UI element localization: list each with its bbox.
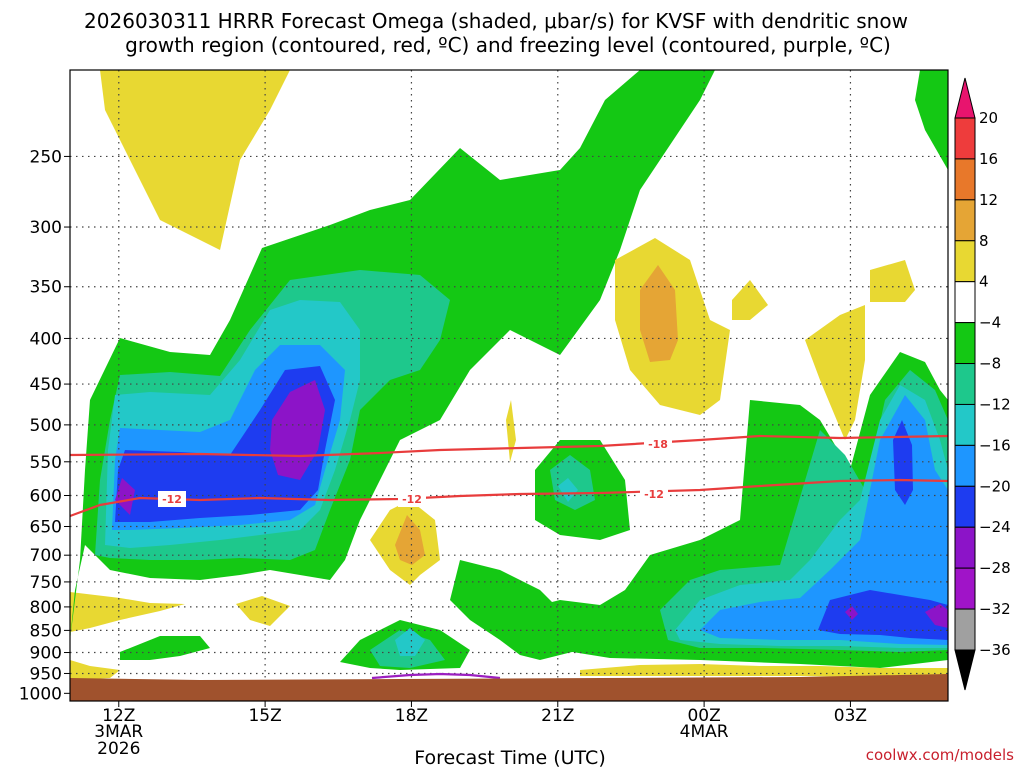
colorbar-tick-label: 12 xyxy=(979,191,998,209)
colorbar-swatch xyxy=(954,117,976,160)
y-tick-label: 950 xyxy=(30,664,62,684)
omega-region-positive-8 xyxy=(395,515,425,565)
colorbar-tick-label: 20 xyxy=(979,109,998,127)
colorbar-tick-label: −16 xyxy=(979,436,1011,454)
y-tick-label: 350 xyxy=(30,278,62,298)
y-tick-label: 450 xyxy=(30,375,62,395)
colorbar-tick-label: 4 xyxy=(979,273,989,291)
colorbar-tick-label: 8 xyxy=(979,232,989,250)
colorbar-swatch xyxy=(954,608,976,651)
omega-region-negative-24 xyxy=(925,604,948,628)
omega-region-negative-4 xyxy=(915,70,948,170)
x-tick-label: 12Z xyxy=(102,706,135,726)
x-tick-label: 18Z xyxy=(395,706,428,726)
credit-link[interactable]: coolwx.com/models xyxy=(866,746,1014,764)
colorbar-tick-label: −8 xyxy=(979,355,1001,373)
colorbar-swatch xyxy=(954,567,976,610)
y-tick-label: 500 xyxy=(30,416,62,436)
colorbar: 20 16 12 8 4 −4 −8 −12 −16 −20 −24 −28 −32 −36 xyxy=(954,77,1011,691)
colorbar-swatch xyxy=(954,403,976,446)
contour-label-minus-12: -12 xyxy=(640,486,668,502)
colorbar-tick-label: −20 xyxy=(979,477,1011,495)
colorbar-tick-label: −28 xyxy=(979,559,1011,577)
contour-label-minus-18-text: -18 xyxy=(648,438,668,451)
omega-region-positive-4 xyxy=(70,660,120,680)
x-tick-label: 21Z xyxy=(541,706,574,726)
colorbar-swatch xyxy=(954,444,976,487)
contour-label-minus-12-text: -12 xyxy=(162,493,182,506)
y-axis: 250 300 350 400 450 500 550 600 650 700 750 800 850 9… xyxy=(19,147,70,704)
y-tick-label: 800 xyxy=(30,598,62,618)
y-tick-label: 300 xyxy=(30,218,62,238)
y-tick-label: 250 xyxy=(30,147,62,167)
omega-region-negative-4 xyxy=(450,560,600,660)
contour-label-minus-12-text: -12 xyxy=(402,493,422,506)
y-tick-label: 400 xyxy=(30,329,62,349)
colorbar-tick-label: −24 xyxy=(979,518,1011,536)
x-tick-label: 00Z xyxy=(687,706,720,726)
colorbar-tick-label: −4 xyxy=(979,314,1001,332)
y-tick-label: 550 xyxy=(30,453,62,473)
colorbar-swatch xyxy=(954,199,976,242)
y-tick-label: 1000 xyxy=(19,684,62,704)
chart-title-line-1: 2026030311 HRRR Forecast Omega (shaded, … xyxy=(84,9,908,33)
omega-region-negative-24 xyxy=(115,478,135,515)
x-tick-date: 4MAR xyxy=(680,722,729,742)
x-axis-label: Forecast Time (UTC) xyxy=(414,747,605,768)
colorbar-tick-label: −32 xyxy=(979,600,1011,618)
colorbar-tick-label: −12 xyxy=(979,395,1011,413)
omega-region-negative-20 xyxy=(115,366,335,522)
freezing-level-contour xyxy=(371,672,501,680)
contour-label-minus-18: -18 xyxy=(644,436,672,452)
omega-region-negative-24 xyxy=(845,606,858,620)
x-tick-date: 3MAR xyxy=(94,722,143,742)
omega-region-negative-8 xyxy=(550,455,595,510)
omega-region-negative-20 xyxy=(818,590,948,640)
plot-frame xyxy=(69,69,949,702)
colorbar-swatch xyxy=(954,363,976,405)
omega-region-positive-4 xyxy=(70,592,185,632)
y-tick-label: 900 xyxy=(30,644,62,664)
chart-title-line-2: growth region (contoured, red, ºC) and f… xyxy=(125,33,891,57)
colorbar-tick-label: 16 xyxy=(979,150,998,168)
contour-label-minus-12: -12 xyxy=(398,491,426,507)
x-tick-label: 03Z xyxy=(834,706,867,726)
colorbar-overflow-low xyxy=(954,649,976,691)
x-tick-year: 2026 xyxy=(97,739,140,759)
x-tick-label: 15Z xyxy=(248,706,281,726)
contour-label-minus-12: -12 xyxy=(158,491,186,507)
omega-region-negative-20 xyxy=(893,420,913,505)
horizontal-gridlines xyxy=(70,155,948,694)
omega-region-negative-12 xyxy=(395,628,425,656)
colorbar-swatch xyxy=(954,240,976,283)
y-tick-label: 650 xyxy=(30,517,62,537)
y-tick-label: 850 xyxy=(30,621,62,641)
plot-area: -18 -12 -12 -12 xyxy=(70,70,948,701)
omega-region-negative-12 xyxy=(558,478,578,502)
omega-region-positive-4 xyxy=(100,70,290,250)
omega-region-positive-4 xyxy=(870,260,915,302)
y-tick-label: 750 xyxy=(30,573,62,593)
omega-region-negative-4 xyxy=(120,636,210,660)
omega-region-positive-4 xyxy=(236,596,290,626)
colorbar-swatch xyxy=(954,281,976,324)
colorbar-swatch xyxy=(954,485,976,528)
colorbar-swatch xyxy=(954,526,976,569)
y-tick-label: 600 xyxy=(30,486,62,506)
colorbar-overflow-high xyxy=(954,77,976,119)
y-tick-label: 700 xyxy=(30,546,62,566)
contour-label-minus-12-text: -12 xyxy=(644,488,664,501)
omega-region-positive-8 xyxy=(640,265,678,362)
contour-minus-18 xyxy=(70,434,948,458)
colorbar-swatch xyxy=(954,158,976,201)
colorbar-tick-label: −36 xyxy=(979,641,1011,659)
omega-region-positive-4 xyxy=(506,400,516,462)
omega-region-positive-4 xyxy=(732,280,768,320)
colorbar-swatch xyxy=(954,322,976,365)
terrain xyxy=(70,674,948,701)
